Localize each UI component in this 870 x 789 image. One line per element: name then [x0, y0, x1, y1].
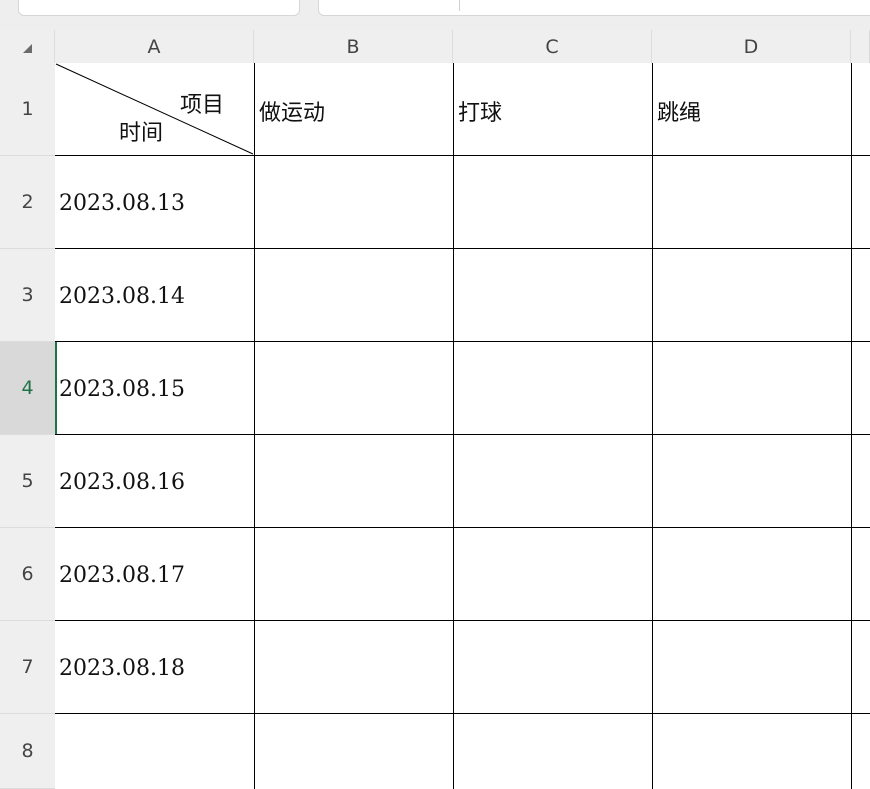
- formula-bar[interactable]: [318, 0, 870, 16]
- grid-line: [55, 341, 870, 342]
- select-all-triangle-icon: [23, 44, 32, 53]
- cell-b1[interactable]: 做运动: [259, 101, 326, 126]
- row-header-1[interactable]: 1: [0, 63, 55, 156]
- column-header-b[interactable]: B: [254, 30, 453, 63]
- cell-a3[interactable]: 2023.08.14: [59, 284, 185, 309]
- grid-line: [55, 620, 870, 621]
- row-header-4[interactable]: 4: [0, 342, 55, 435]
- cell-a5[interactable]: 2023.08.16: [59, 470, 185, 495]
- grid-line: [55, 248, 870, 249]
- row-header-6[interactable]: 6: [0, 528, 55, 621]
- grid-line: [55, 713, 870, 714]
- name-box[interactable]: [18, 0, 300, 16]
- row-header-label: 6: [21, 563, 34, 585]
- column-header-label: A: [147, 35, 161, 58]
- column-header-a[interactable]: A: [55, 30, 254, 63]
- grid-line: [453, 63, 454, 789]
- grid-line: [254, 63, 255, 789]
- diagonal-header-bottom-label: 时间: [119, 121, 164, 146]
- column-header-label: C: [545, 35, 559, 58]
- active-cell-indicator: [55, 342, 57, 434]
- cell-a7[interactable]: 2023.08.18: [59, 656, 185, 681]
- row-header-3[interactable]: 3: [0, 249, 55, 342]
- row-header-2[interactable]: 2: [0, 156, 55, 249]
- row-header-label: 2: [21, 191, 34, 213]
- grid-line: [55, 527, 870, 528]
- grid-line: [55, 434, 870, 435]
- row-header-label: 4: [21, 377, 34, 399]
- column-header-label: D: [743, 35, 759, 58]
- grid-line: [55, 155, 870, 156]
- diagonal-header-cell[interactable]: 项目 时间: [55, 63, 254, 155]
- select-all-corner[interactable]: [0, 30, 55, 63]
- row-header-label: 5: [21, 470, 34, 492]
- row-header-label: 8: [21, 740, 34, 762]
- row-header-label: 1: [21, 98, 34, 120]
- row-header-8[interactable]: 8: [0, 714, 55, 789]
- toolbar: [0, 0, 870, 30]
- cell-a2[interactable]: 2023.08.13: [59, 191, 185, 216]
- cell-c1[interactable]: 打球: [458, 101, 503, 126]
- cell-a4[interactable]: 2023.08.15: [59, 377, 185, 402]
- row-header-5[interactable]: 5: [0, 435, 55, 528]
- grid-line: [851, 63, 852, 789]
- diagonal-divider: [55, 63, 254, 155]
- row-header-7[interactable]: 7: [0, 621, 55, 714]
- formula-bar-divider: [459, 0, 460, 11]
- diagonal-header-top-label: 项目: [180, 93, 225, 118]
- cell-d1[interactable]: 跳绳: [657, 101, 702, 126]
- row-header-label: 3: [21, 284, 34, 306]
- cell-a6[interactable]: 2023.08.17: [59, 563, 185, 588]
- column-header-label: B: [346, 35, 360, 58]
- column-header-d[interactable]: D: [652, 30, 851, 63]
- grid-line: [652, 63, 653, 789]
- column-header-c[interactable]: C: [453, 30, 652, 63]
- row-header-label: 7: [21, 656, 34, 678]
- column-header-e[interactable]: [851, 30, 870, 63]
